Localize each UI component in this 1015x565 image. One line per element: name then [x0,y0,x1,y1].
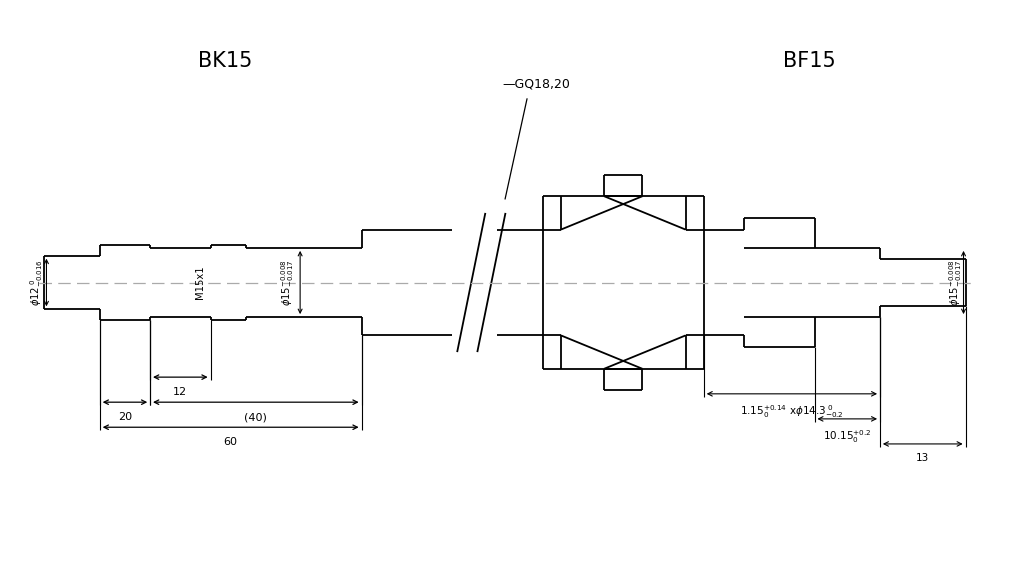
Text: M15x1: M15x1 [196,266,205,299]
Text: 12: 12 [174,387,188,397]
Text: (40): (40) [245,412,267,422]
Text: 60: 60 [223,437,238,447]
Text: $\phi$12$^{\ 0}_{-0.016}$: $\phi$12$^{\ 0}_{-0.016}$ [28,259,45,306]
Text: 13: 13 [917,453,930,463]
Text: 1.15$^{+0.14}_{0}$ x$\phi$14.3$^{\ 0}_{-0.2}$: 1.15$^{+0.14}_{0}$ x$\phi$14.3$^{\ 0}_{-… [740,403,843,420]
Text: 20: 20 [118,412,132,422]
Text: $\phi$15$^{-0.008}_{-0.017}$: $\phi$15$^{-0.008}_{-0.017}$ [947,259,964,306]
Text: BF15: BF15 [784,51,836,71]
Text: $\phi$15$^{-0.008}_{-0.017}$: $\phi$15$^{-0.008}_{-0.017}$ [280,259,296,306]
Text: —GQ18,20: —GQ18,20 [502,77,570,90]
Text: BK15: BK15 [199,51,253,71]
Text: 10.15$^{+0.2}_{0}$: 10.15$^{+0.2}_{0}$ [823,428,871,445]
